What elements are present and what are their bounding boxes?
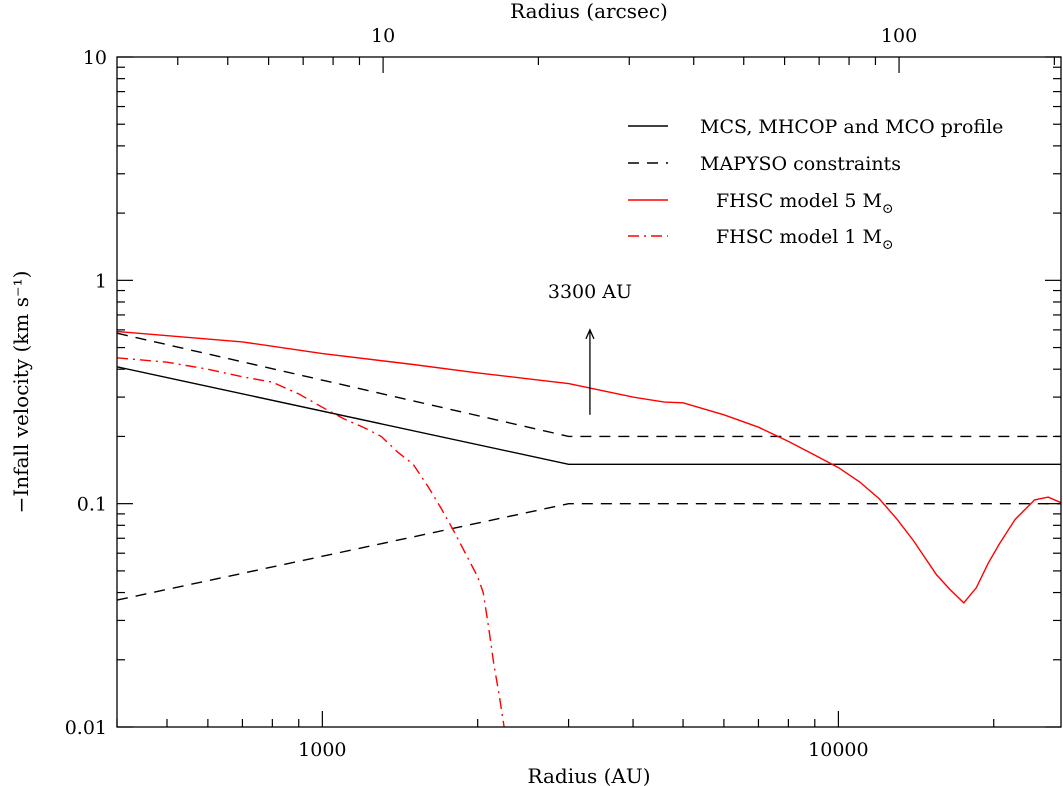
legend-label-1: MAPYSO constraints [700,153,901,175]
annotation-3300au: 3300 AU [548,281,632,415]
annotation-arrow-head [585,328,595,340]
series-line-0 [116,366,1061,465]
plot-frame [116,56,1062,728]
x-axis-label: Radius (AU) [527,764,650,786]
x2-tick-label: 10 [371,25,395,47]
y-axis-label: −Infall velocity (km s⁻¹) [9,271,33,514]
legend-label-0: MCS, MHCOP and MCO profile [700,116,1003,138]
axis-ticks [116,56,1061,728]
tick-labels: 1000 10000 10 100 0.01 0.1 1 10 [65,25,917,761]
legend-label-3: FHSC model 1 M⊙ [716,226,894,253]
plot-lines [116,330,1062,728]
y-tick-label: 0.1 [77,494,107,516]
y-tick-label: 10 [83,47,107,69]
series-line-4 [116,357,505,728]
x2-tick-label: 100 [881,25,917,47]
x-tick-label: 1000 [298,739,346,761]
series-line-3 [116,330,1062,604]
series-line-2 [116,503,1061,601]
legend: MCS, MHCOP and MCO profile MAPYSO constra… [628,116,1003,253]
series-line-1 [116,332,1061,438]
x-tick-label: 10000 [808,739,868,761]
legend-label-2: FHSC model 5 M⊙ [716,190,894,217]
y-tick-label: 0.01 [65,717,107,739]
annotation-text: 3300 AU [548,281,632,303]
top-axis-label: Radius (arcsec) [510,0,668,23]
y-tick-label: 1 [95,270,107,292]
